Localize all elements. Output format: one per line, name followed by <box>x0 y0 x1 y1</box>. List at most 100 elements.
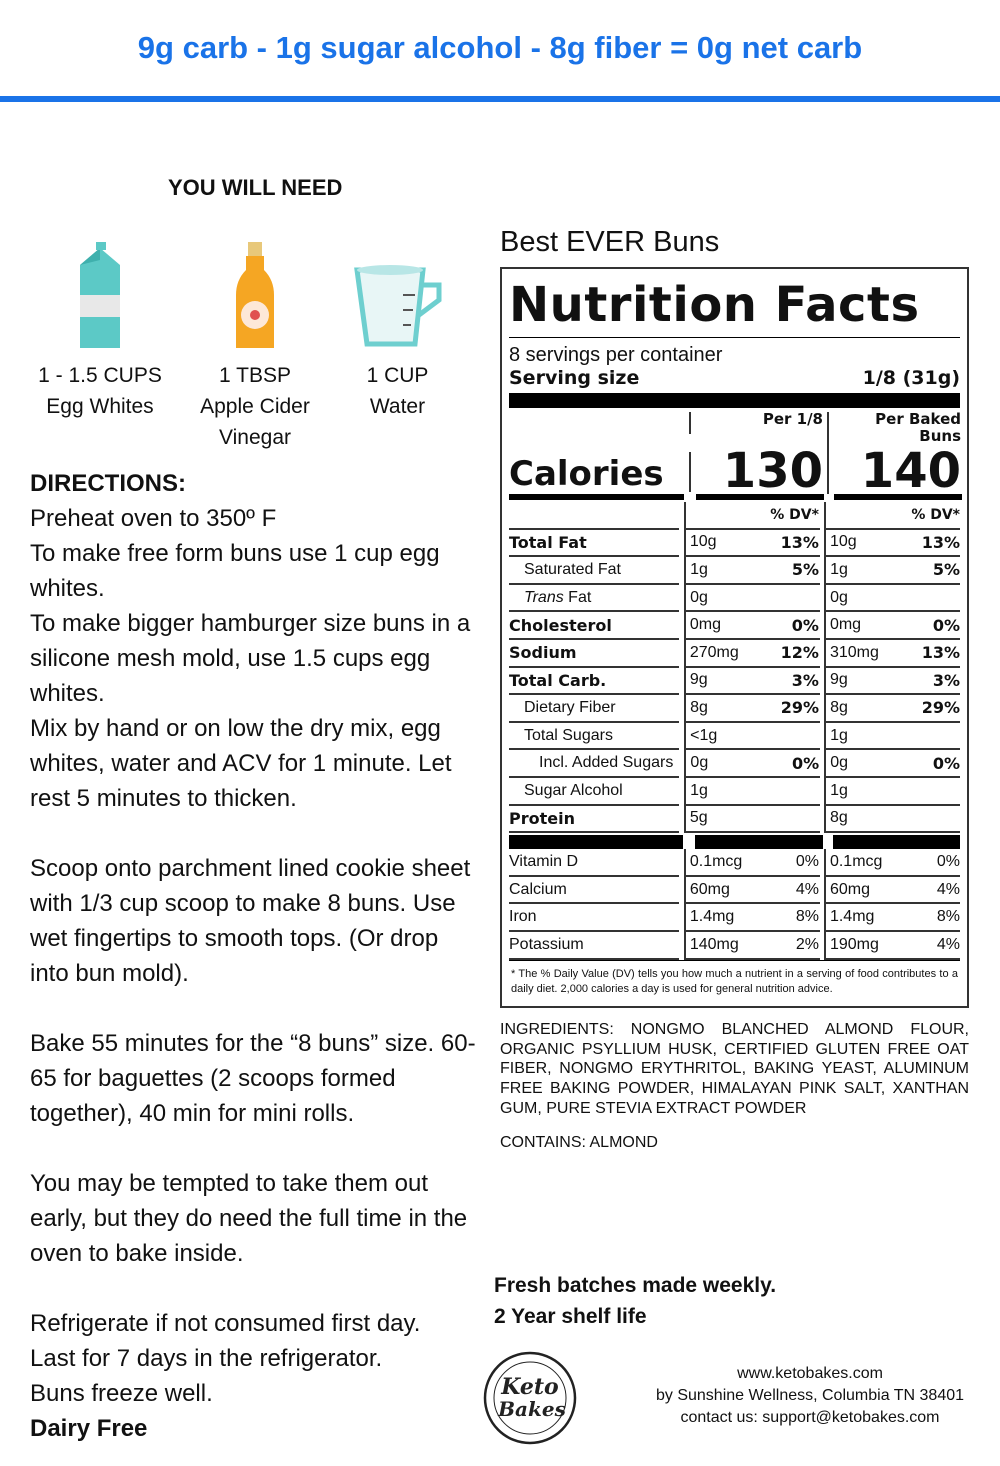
nutrient-row: Calcium 60mg 4% 60mg 4% <box>509 876 961 905</box>
amount-col2: 1g <box>830 781 848 799</box>
dv-col1: 4% <box>795 880 819 898</box>
contact-email[interactable]: contact us: support@ketobakes.com <box>680 1409 940 1426</box>
dv-col2: 4% <box>936 880 961 898</box>
servings-per-container: 8 servings per container <box>509 344 723 366</box>
keto-bakes-logo: Keto Bakes <box>483 1351 577 1445</box>
amount-col1: 140mg <box>689 935 739 953</box>
ingredient-name: Water <box>369 395 426 418</box>
amount-col1: <1g <box>690 726 718 744</box>
vitamin-rows: Vitamin D 0.1mcg 0% 0.1mcg 0% Calcium 60mg… <box>509 849 961 960</box>
direction-step: To make bigger hamburger size buns in a … <box>30 610 471 707</box>
amount-col1: 1g <box>690 781 708 799</box>
shelf-life: 2 Year shelf life <box>494 1305 647 1328</box>
ingredient-name-2: Vinegar <box>218 426 291 449</box>
amount-col1: 8g <box>690 698 708 716</box>
you-will-need-heading: YOU WILL NEED <box>168 175 343 200</box>
nutrient-row: Total Carb. 9g 3% 9g 3% <box>509 667 961 696</box>
amount-col2: 0g <box>830 588 848 606</box>
dv-col1: 8% <box>795 908 819 926</box>
amount-col1: 0mg <box>689 616 721 634</box>
direction-step: Mix by hand or on low the dry mix, egg w… <box>30 715 452 812</box>
ingredient-qty: 1 - 1.5 CUPS <box>38 364 162 387</box>
nutrient-label: Total Carb. <box>509 668 679 696</box>
col1-header: Per 1/8 <box>762 410 823 428</box>
serving-size-label: Serving size <box>509 367 640 389</box>
dv-col2: 13% <box>921 532 961 552</box>
nutrient-label: Protein <box>509 806 679 834</box>
svg-text:Bakes: Bakes <box>497 1397 566 1421</box>
freshness-note: Fresh batches made weekly. 2 Year shelf … <box>494 1270 776 1332</box>
thick-divider <box>509 393 960 408</box>
amount-col2: 8g <box>829 809 848 827</box>
nutrition-facts-label: Nutrition Facts 8 servings per container… <box>500 267 969 1008</box>
storage-note: Buns freeze well. <box>30 1380 213 1407</box>
amount-col2: 0.1mcg <box>829 852 883 870</box>
nutrient-row: Saturated Fat 1g 5% 1g 5% <box>509 557 960 585</box>
amount-col1: 5g <box>689 809 708 827</box>
dv-col1: 0% <box>795 852 819 870</box>
ingredient-name: Egg Whites <box>46 395 154 418</box>
thick-divider <box>509 835 960 850</box>
website-link[interactable]: www.ketobakes.com <box>737 1365 883 1382</box>
dv-col1: 12% <box>780 643 819 663</box>
nutrient-row: Trans Fat 0g 0g <box>509 584 960 613</box>
nutrient-row: Cholesterol 0mg 0% 0mg 0% <box>509 612 961 640</box>
nutrient-label: Vitamin D <box>509 849 679 877</box>
amount-col2: 0mg <box>829 616 862 634</box>
directions: DIRECTIONS: Preheat oven to 350º F To ma… <box>30 466 480 1446</box>
ingredient-vinegar: 1 TBSP Apple Cider Vinegar <box>190 240 320 453</box>
nutrient-row: Iron 1.4mg 8% 1.4mg 8% <box>509 904 961 932</box>
allergen-statement: CONTAINS: ALMOND <box>500 1134 658 1151</box>
svg-text:Keto: Keto <box>500 1374 558 1400</box>
nutrient-label: Saturated Fat <box>509 557 680 585</box>
dv-col2: 0% <box>932 753 960 773</box>
direction-step: Scoop onto parchment lined cookie sheet … <box>30 855 471 987</box>
dv-col2: 3% <box>932 670 961 690</box>
nutrient-row: Total Sugars <1g 1g <box>509 722 960 751</box>
amount-col2: 1.4mg <box>829 908 875 926</box>
nutrient-label: Iron <box>509 904 679 932</box>
milk-carton-icon <box>80 242 120 348</box>
amount-col1: 0g <box>690 588 708 606</box>
dv-col2: 29% <box>921 698 960 718</box>
nutrient-row: Sodium 270mg 12% 310mg 13% <box>509 639 961 668</box>
dv-col1: 2% <box>795 935 819 953</box>
nutrient-row: Dietary Fiber 8g 29% 8g 29% <box>509 695 960 723</box>
direction-step: You may be tempted to take them out earl… <box>30 1170 468 1267</box>
ingredient-name: Apple Cider <box>200 395 310 418</box>
amount-col2: 190mg <box>829 935 879 953</box>
col2-header: Per Baked Buns <box>875 410 961 445</box>
amount-col1: 0g <box>690 754 709 772</box>
amount-col1: 9g <box>689 671 708 689</box>
nutrient-label: Sodium <box>509 640 679 668</box>
ingredient-water: 1 CUP Water <box>340 240 455 422</box>
nutrient-label: Trans Fat <box>509 585 680 613</box>
amount-col1: 10g <box>689 533 717 551</box>
nutrient-label: Sugar Alcohol <box>509 778 680 806</box>
nutrient-row: Total Fat 10g 13% 10g 13% <box>509 529 961 558</box>
calories-header: Per 1/8 Per Baked Buns Calories 130 140 <box>509 408 962 502</box>
dv-header-row: % DV* % DV* <box>509 502 961 530</box>
serving-size-value: 1/8 (31g) <box>862 367 960 389</box>
amount-col2: 10g <box>829 533 857 551</box>
amount-col2: 0g <box>830 754 849 772</box>
amount-col1: 1g <box>690 560 708 578</box>
dv-col1: 29% <box>780 698 820 718</box>
dv-col2: 0% <box>936 852 961 870</box>
amount-col1: 0.1mcg <box>689 852 743 870</box>
dv-col1: 0% <box>792 753 820 773</box>
calories-col1: 130 <box>722 443 823 499</box>
contact-info: www.ketobakes.com by Sunshine Wellness, … <box>640 1363 980 1429</box>
dv-header: % DV* <box>770 506 819 523</box>
nutrient-row: Vitamin D 0.1mcg 0% 0.1mcg 0% <box>509 849 961 877</box>
ingredient-qty: 1 CUP <box>366 364 429 387</box>
amount-col2: 1g <box>830 560 848 578</box>
net-carb-banner: 9g carb - 1g sugar alcohol - 8g fiber = … <box>0 0 1000 102</box>
calories-label: Calories <box>509 454 664 494</box>
nutrient-row: Potassium 140mg 2% 190mg 4% <box>509 931 961 960</box>
nutrient-label: Incl. Added Sugars <box>509 750 680 778</box>
amount-col1: 60mg <box>689 880 730 898</box>
nutrient-label: Calcium <box>509 877 679 905</box>
nutrient-row: Incl. Added Sugars 0g 0% 0g 0% <box>509 750 960 778</box>
nutrient-label: Total Sugars <box>509 723 680 751</box>
